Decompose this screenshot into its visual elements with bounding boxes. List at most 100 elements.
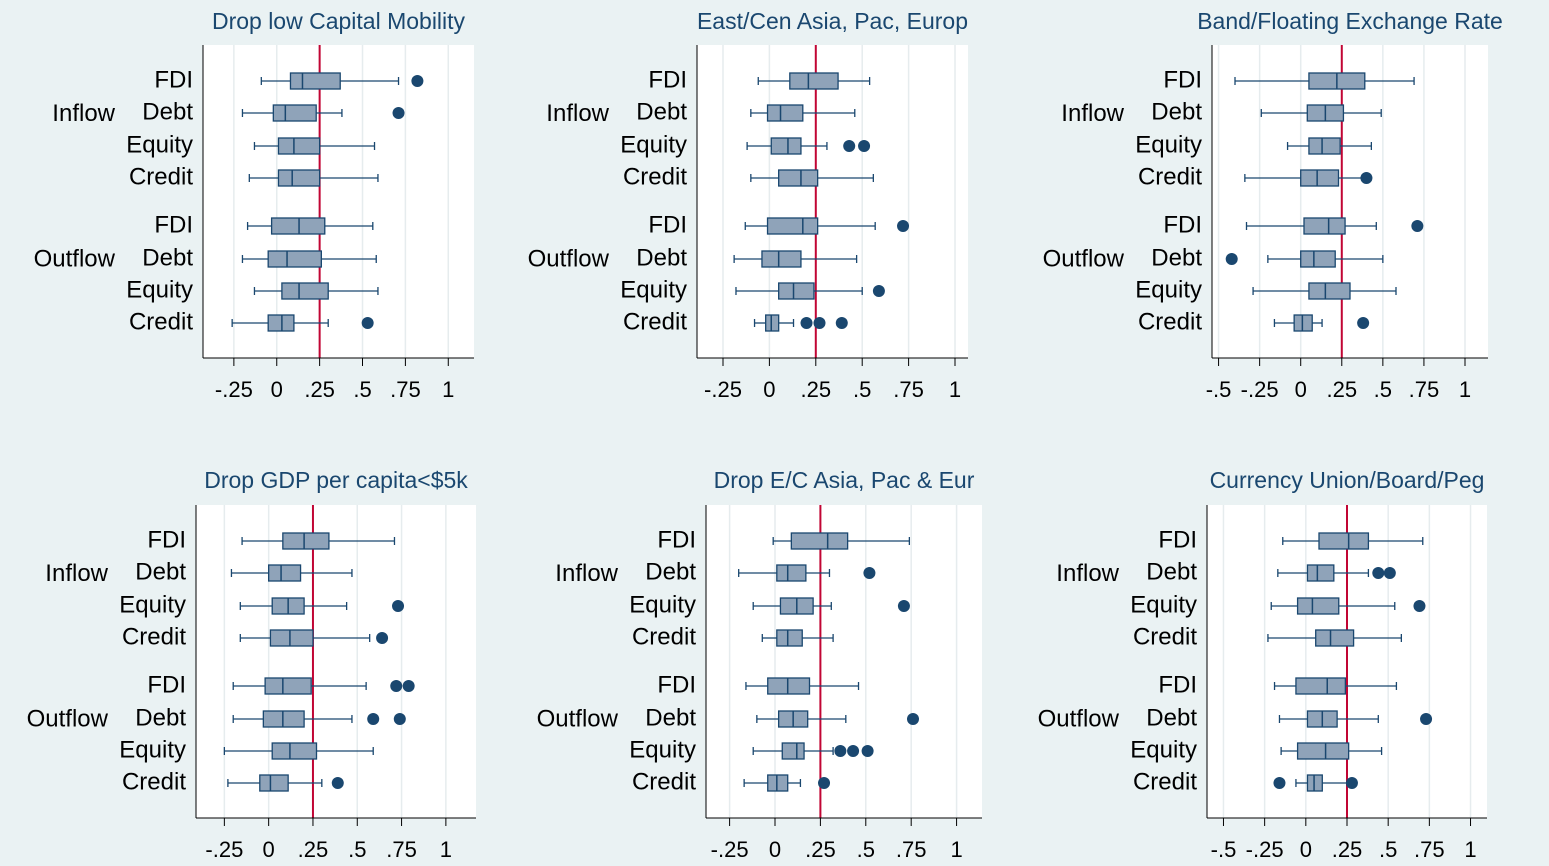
category-label: Equity <box>620 131 687 158</box>
category-label: Equity <box>1135 276 1202 303</box>
group-label: Outflow <box>1043 245 1125 272</box>
outlier <box>376 632 389 644</box>
outlier <box>863 567 876 579</box>
x-tick-label: .5 <box>857 837 875 862</box>
outlier <box>843 140 856 152</box>
category-label: Credit <box>632 768 696 795</box>
outlier <box>1383 567 1396 579</box>
outlier <box>800 317 813 329</box>
x-tick-label: -.25 <box>711 837 749 862</box>
outlier <box>331 777 344 789</box>
box <box>1300 250 1336 268</box>
x-tick-label: .25 <box>1332 837 1363 862</box>
outlier <box>1413 600 1426 612</box>
panel: Currency Union/Board/Peg -.5 -.25 0 .25 .5 .75… <box>1038 467 1487 862</box>
outlier <box>1411 220 1424 232</box>
plot-area <box>697 45 968 358</box>
x-tick-label: 0 <box>763 377 775 402</box>
category-label: Equity <box>119 591 186 618</box>
group-label: Inflow <box>1056 560 1119 587</box>
panel: Drop E/C Asia, Pac & Eur -.25 0 .25 .5 .75 1 In… <box>537 467 982 862</box>
outlier <box>818 777 831 789</box>
outlier <box>858 140 871 152</box>
box <box>282 532 330 550</box>
outlier <box>393 713 406 725</box>
box <box>1303 217 1346 235</box>
category-label: Debt <box>1146 558 1197 585</box>
outlier <box>861 745 874 757</box>
outlier <box>835 317 848 329</box>
box <box>778 282 815 300</box>
box <box>778 169 819 187</box>
outlier <box>813 317 826 329</box>
category-label: Debt <box>135 558 186 585</box>
category-label: FDI <box>648 66 687 93</box>
x-tick-label: .5 <box>353 377 371 402</box>
panel-title: Band/Floating Exchange Rate <box>1197 8 1503 34</box>
x-tick-label: .75 <box>1414 837 1445 862</box>
category-label: Debt <box>636 244 687 271</box>
x-tick-label: -.5 <box>1211 837 1237 862</box>
category-label: FDI <box>1163 211 1202 238</box>
box <box>267 250 322 268</box>
outlier <box>367 713 380 725</box>
box <box>262 710 305 728</box>
category-label: Equity <box>629 736 696 763</box>
x-tick-label: -.25 <box>215 377 253 402</box>
x-tick-label: 0 <box>271 377 283 402</box>
category-label: Debt <box>645 558 696 585</box>
category-label: FDI <box>154 66 193 93</box>
panel-title: East/Cen Asia, Pac, Europ <box>697 8 968 34</box>
outlier <box>907 713 919 725</box>
category-label: Debt <box>142 244 193 271</box>
category-label: Credit <box>632 623 696 650</box>
category-label: Equity <box>126 131 193 158</box>
panel: Drop low Capital Mobility -.25 0 .25 .5 .75 1 I… <box>34 8 474 402</box>
category-label: FDI <box>147 671 186 698</box>
x-tick-label: 1 <box>1464 837 1476 862</box>
x-tick-label: .5 <box>348 837 366 862</box>
outlier <box>411 75 424 87</box>
group-label: Outflow <box>34 245 116 272</box>
x-tick-label: .25 <box>800 377 831 402</box>
category-label: Credit <box>1133 623 1197 650</box>
outlier <box>1357 317 1370 329</box>
box <box>1315 629 1355 647</box>
category-label: FDI <box>1158 671 1197 698</box>
plot-area <box>706 505 982 818</box>
category-label: FDI <box>147 526 186 553</box>
x-tick-label: -.25 <box>205 837 243 862</box>
panel: Band/Floating Exchange Rate -.5 -.25 0 .25 .5… <box>1043 8 1503 402</box>
box <box>776 629 803 647</box>
x-tick-label: 1 <box>440 837 452 862</box>
box <box>1295 677 1347 695</box>
x-tick-label: 1 <box>1459 377 1471 402</box>
box <box>767 774 789 792</box>
category-label: Credit <box>129 308 193 335</box>
x-tick-label: .5 <box>853 377 871 402</box>
outlier <box>847 745 860 757</box>
box <box>1293 314 1313 332</box>
outlier <box>392 107 405 119</box>
box <box>765 314 780 332</box>
x-tick-label: 0 <box>263 837 275 862</box>
box <box>267 314 295 332</box>
box <box>766 217 819 235</box>
box <box>766 104 804 122</box>
panel-title: Currency Union/Board/Peg <box>1210 467 1485 493</box>
category-label: Equity <box>119 736 186 763</box>
box <box>790 532 849 550</box>
panel: Drop GDP per capita<$5k -.25 0 .25 .5 .75 1 Inf… <box>27 467 476 862</box>
outlier <box>872 285 885 297</box>
box <box>1296 597 1340 615</box>
category-label: Credit <box>623 163 687 190</box>
box <box>770 137 802 155</box>
x-tick-label: .25 <box>304 377 335 402</box>
x-tick-label: -.25 <box>1241 377 1279 402</box>
category-label: FDI <box>1158 526 1197 553</box>
x-tick-label: 1 <box>442 377 454 402</box>
x-tick-label: 0 <box>769 837 781 862</box>
box <box>1318 532 1370 550</box>
group-label: Outflow <box>27 705 109 732</box>
